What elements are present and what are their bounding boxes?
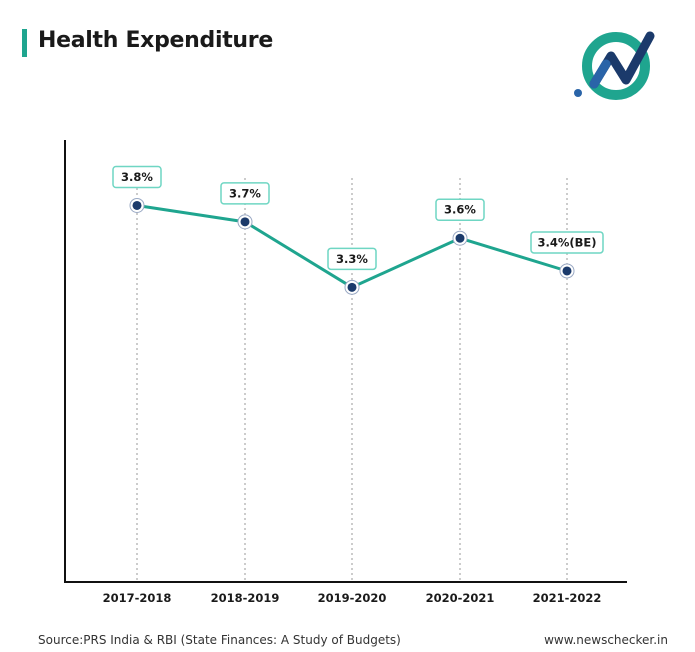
x-tick-label: 2017-2018 [103, 591, 172, 605]
data-point [344, 279, 360, 295]
data-point [129, 197, 145, 213]
series-line [136, 204, 568, 289]
x-tick-label: 2019-2020 [318, 591, 387, 605]
data-point [237, 214, 253, 230]
data-label: 3.6% [435, 198, 485, 221]
newschecker-logo-icon [574, 31, 655, 100]
site-url[interactable]: www.newschecker.in [544, 633, 668, 647]
data-point [559, 263, 575, 279]
data-label: 3.4%(BE) [530, 231, 604, 254]
data-label-text: 3.8% [121, 170, 153, 184]
data-label-text: 3.3% [336, 252, 368, 266]
data-label-text: 3.4%(BE) [537, 235, 596, 249]
data-label: 3.7% [220, 182, 270, 205]
data-label-text: 3.7% [229, 186, 261, 200]
data-label: 3.3% [327, 247, 377, 271]
title-accent-bar [22, 29, 27, 57]
data-point [452, 230, 468, 246]
x-tick-label: 2018-2019 [211, 591, 280, 605]
source-note: Source:PRS India & RBI (State Finances: … [38, 633, 401, 647]
data-label-text: 3.6% [444, 203, 476, 217]
page-title: Health Expenditure [38, 28, 273, 53]
x-tick-label: 2021-2022 [533, 591, 602, 605]
x-tick-label: 2020-2021 [426, 591, 495, 605]
data-label: 3.8% [112, 165, 162, 189]
